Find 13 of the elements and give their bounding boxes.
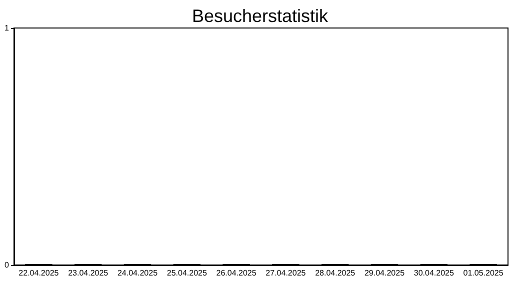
- x-tick-label: 23.04.2025: [68, 268, 109, 278]
- x-tick-label: 24.04.2025: [117, 268, 158, 278]
- x-tick-label: 28.04.2025: [315, 268, 356, 278]
- chart-title: Besucherstatistik: [192, 6, 330, 26]
- x-tick-label: 30.04.2025: [414, 268, 454, 278]
- x-tick-label: 27.04.2025: [266, 268, 306, 278]
- y-tick-label: 1: [4, 24, 10, 32]
- x-tick-label: 01.05.2025: [463, 268, 504, 278]
- x-tick-label: 22.04.2025: [18, 268, 60, 278]
- y-tick-label: 0: [4, 260, 10, 270]
- x-tick-label: 29.04.2025: [364, 268, 406, 278]
- x-tick-label: 25.04.2025: [166, 268, 208, 278]
- x-tick-label: 26.04.2025: [216, 268, 257, 278]
